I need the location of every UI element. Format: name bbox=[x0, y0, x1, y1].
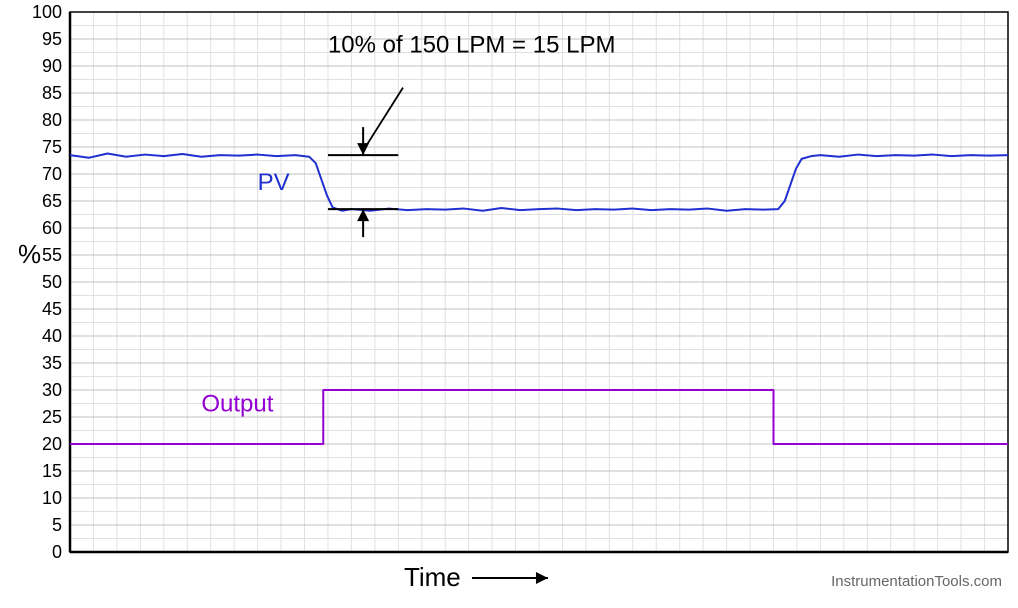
y-tick-label: 10 bbox=[42, 488, 62, 508]
chart-svg: 0 5 10 15 20 25 30 35 40 45 50 55 60 65 70 75 80 85 90 95 10… bbox=[0, 0, 1018, 608]
y-tick-label: 45 bbox=[42, 299, 62, 319]
y-tick-label: 30 bbox=[42, 380, 62, 400]
y-tick-label: 0 bbox=[52, 542, 62, 562]
y-tick-label: 100 bbox=[32, 2, 62, 22]
watermark: InstrumentationTools.com bbox=[831, 573, 1002, 590]
y-tick-label: 5 bbox=[52, 515, 62, 535]
output-label: Output bbox=[201, 391, 273, 418]
y-tick-label: 85 bbox=[42, 83, 62, 103]
x-axis-label: Time bbox=[404, 562, 461, 592]
y-tick-label: 40 bbox=[42, 326, 62, 346]
y-tick-label: 95 bbox=[42, 29, 62, 49]
annotation-text: 10% of 150 LPM = 15 LPM bbox=[328, 32, 616, 59]
y-tick-label: 90 bbox=[42, 56, 62, 76]
y-tick-label: 65 bbox=[42, 191, 62, 211]
chart-container: 0 5 10 15 20 25 30 35 40 45 50 55 60 65 70 75 80 85 90 95 10… bbox=[0, 0, 1018, 608]
y-tick-label: 35 bbox=[42, 353, 62, 373]
y-tick-label: 80 bbox=[42, 110, 62, 130]
y-tick-label: 60 bbox=[42, 218, 62, 238]
y-tick-label: 55 bbox=[42, 245, 62, 265]
y-tick-label: 50 bbox=[42, 272, 62, 292]
y-tick-label: 75 bbox=[42, 137, 62, 157]
y-tick-label: 20 bbox=[42, 434, 62, 454]
pv-label: PV bbox=[258, 169, 290, 196]
y-tick-label: 70 bbox=[42, 164, 62, 184]
y-axis-label: % bbox=[18, 239, 41, 269]
y-tick-label: 15 bbox=[42, 461, 62, 481]
y-tick-label: 25 bbox=[42, 407, 62, 427]
